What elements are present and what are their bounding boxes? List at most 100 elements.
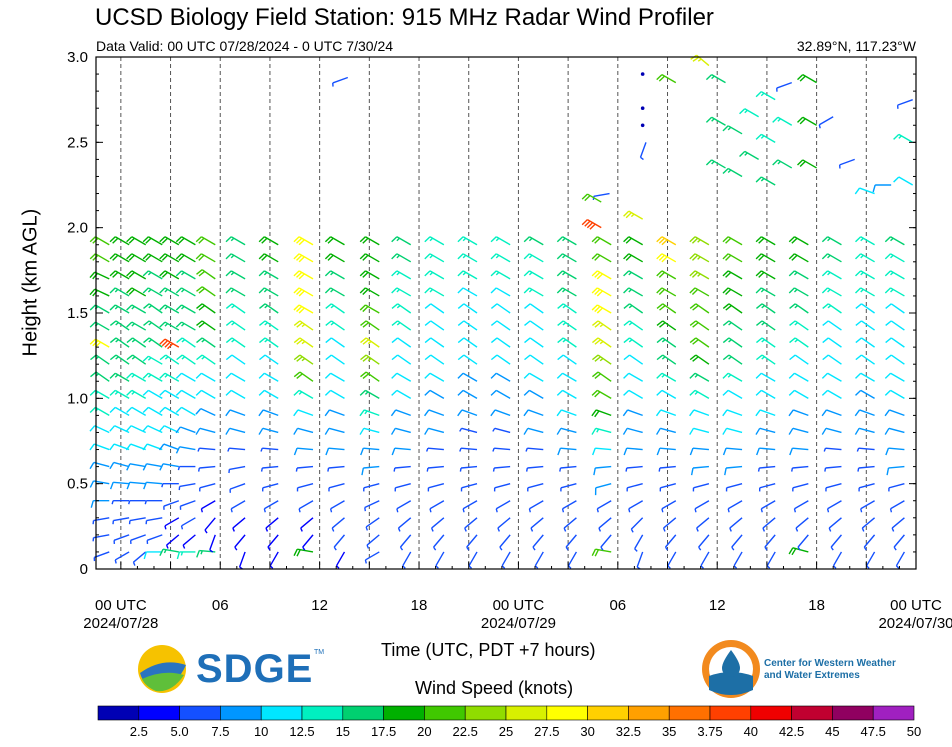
barb-flag bbox=[594, 237, 601, 244]
barb-staff bbox=[794, 372, 809, 382]
barb-half-flag bbox=[827, 304, 832, 309]
barb-staff bbox=[895, 551, 906, 567]
colorbar-swatch bbox=[546, 705, 588, 721]
wind-barb bbox=[298, 500, 314, 513]
barb-half-flag bbox=[697, 58, 702, 62]
barb-staff bbox=[330, 372, 345, 382]
barb-half-flag bbox=[330, 304, 335, 309]
barb-flag bbox=[523, 389, 530, 396]
barb-flag bbox=[689, 236, 696, 243]
wind-barb bbox=[821, 409, 842, 417]
wind-barb bbox=[821, 270, 842, 280]
barb-half-flag bbox=[599, 357, 604, 362]
barb-half-flag bbox=[396, 508, 399, 513]
wind-barb bbox=[143, 551, 163, 560]
wind-barb bbox=[89, 236, 110, 246]
wind-barb bbox=[89, 338, 110, 348]
wind-barb bbox=[258, 236, 279, 246]
barb-staff bbox=[762, 517, 776, 529]
barb-flag bbox=[855, 287, 862, 294]
barb-half-flag bbox=[301, 357, 306, 362]
wind-barb bbox=[293, 371, 314, 382]
barb-half-flag bbox=[399, 546, 404, 551]
barb-staff bbox=[335, 551, 346, 567]
barb-staff bbox=[560, 465, 577, 469]
wind-barb bbox=[755, 253, 776, 263]
barb-flag bbox=[159, 548, 164, 557]
barb-staff bbox=[201, 500, 216, 510]
barb-flag bbox=[821, 389, 829, 396]
wind-barb bbox=[528, 500, 544, 513]
barb-staff bbox=[166, 534, 180, 546]
barb-flag bbox=[142, 443, 148, 451]
wind-barb bbox=[559, 465, 577, 472]
barb-half-flag bbox=[230, 254, 235, 259]
barb-flag bbox=[725, 237, 732, 244]
barb-half-flag bbox=[181, 288, 185, 293]
barb-staff bbox=[860, 389, 875, 399]
wind-barb bbox=[656, 253, 677, 263]
wind-barb bbox=[457, 270, 478, 280]
wind-barb bbox=[623, 389, 644, 399]
barb-staff bbox=[114, 406, 130, 417]
barb-flag bbox=[457, 320, 465, 327]
wind-barb bbox=[689, 427, 710, 435]
calm-dot bbox=[640, 72, 645, 76]
barb-staff bbox=[328, 482, 345, 489]
wind-barb bbox=[689, 287, 710, 297]
barb-staff bbox=[501, 551, 511, 567]
barb-half-flag bbox=[367, 357, 372, 362]
wind-barb bbox=[159, 338, 180, 350]
wind-barb bbox=[523, 287, 544, 297]
barb-half-flag bbox=[596, 508, 599, 513]
barb-flag bbox=[596, 307, 604, 314]
barb-staff bbox=[199, 427, 216, 434]
barb-flag bbox=[822, 337, 829, 344]
barb-half-flag bbox=[396, 271, 400, 276]
barb-flag bbox=[258, 236, 265, 243]
barb-flag bbox=[142, 425, 149, 432]
barb-flag bbox=[822, 303, 829, 309]
barb-flag bbox=[143, 551, 147, 560]
barb-flag bbox=[523, 372, 530, 379]
barb-half-flag bbox=[760, 288, 765, 293]
barb-half-flag bbox=[890, 271, 894, 276]
barb-half-flag bbox=[827, 288, 831, 293]
wind-barb bbox=[640, 106, 645, 110]
barb-staff bbox=[890, 372, 905, 382]
barb-half-flag bbox=[131, 391, 135, 395]
wind-barb bbox=[888, 482, 905, 492]
barb-flag bbox=[656, 236, 663, 243]
wind-barb bbox=[335, 551, 346, 569]
barb-flag bbox=[722, 167, 729, 175]
barb-flag bbox=[109, 253, 116, 260]
barb-flag bbox=[758, 254, 765, 261]
wind-barb bbox=[143, 337, 163, 348]
wind-barb bbox=[886, 465, 905, 476]
wind-barb bbox=[497, 517, 511, 532]
barb-flag bbox=[391, 303, 399, 309]
barb-flag bbox=[225, 287, 232, 294]
barb-staff bbox=[527, 482, 544, 489]
barb-half-flag bbox=[492, 447, 495, 452]
barb-flag bbox=[893, 176, 900, 183]
barb-half-flag bbox=[298, 508, 301, 513]
barb-staff bbox=[129, 481, 146, 485]
barb-flag bbox=[689, 287, 696, 294]
colorbar-tick-label: 25 bbox=[499, 724, 513, 739]
wind-barb bbox=[689, 320, 710, 331]
barb-half-flag bbox=[830, 546, 834, 551]
barb-staff bbox=[660, 427, 676, 434]
x-tick-label: 12 bbox=[311, 597, 328, 614]
barb-flag bbox=[258, 372, 265, 379]
barb-half-flag bbox=[331, 527, 335, 532]
barb-staff bbox=[238, 551, 246, 568]
barb-flag bbox=[391, 287, 398, 294]
wind-barb bbox=[534, 551, 544, 569]
barb-staff bbox=[595, 447, 612, 451]
barb-flag bbox=[112, 271, 119, 278]
wind-barb bbox=[797, 73, 817, 84]
barb-half-flag bbox=[263, 508, 266, 513]
barb-flag bbox=[556, 270, 564, 277]
barb-flag bbox=[159, 406, 166, 413]
